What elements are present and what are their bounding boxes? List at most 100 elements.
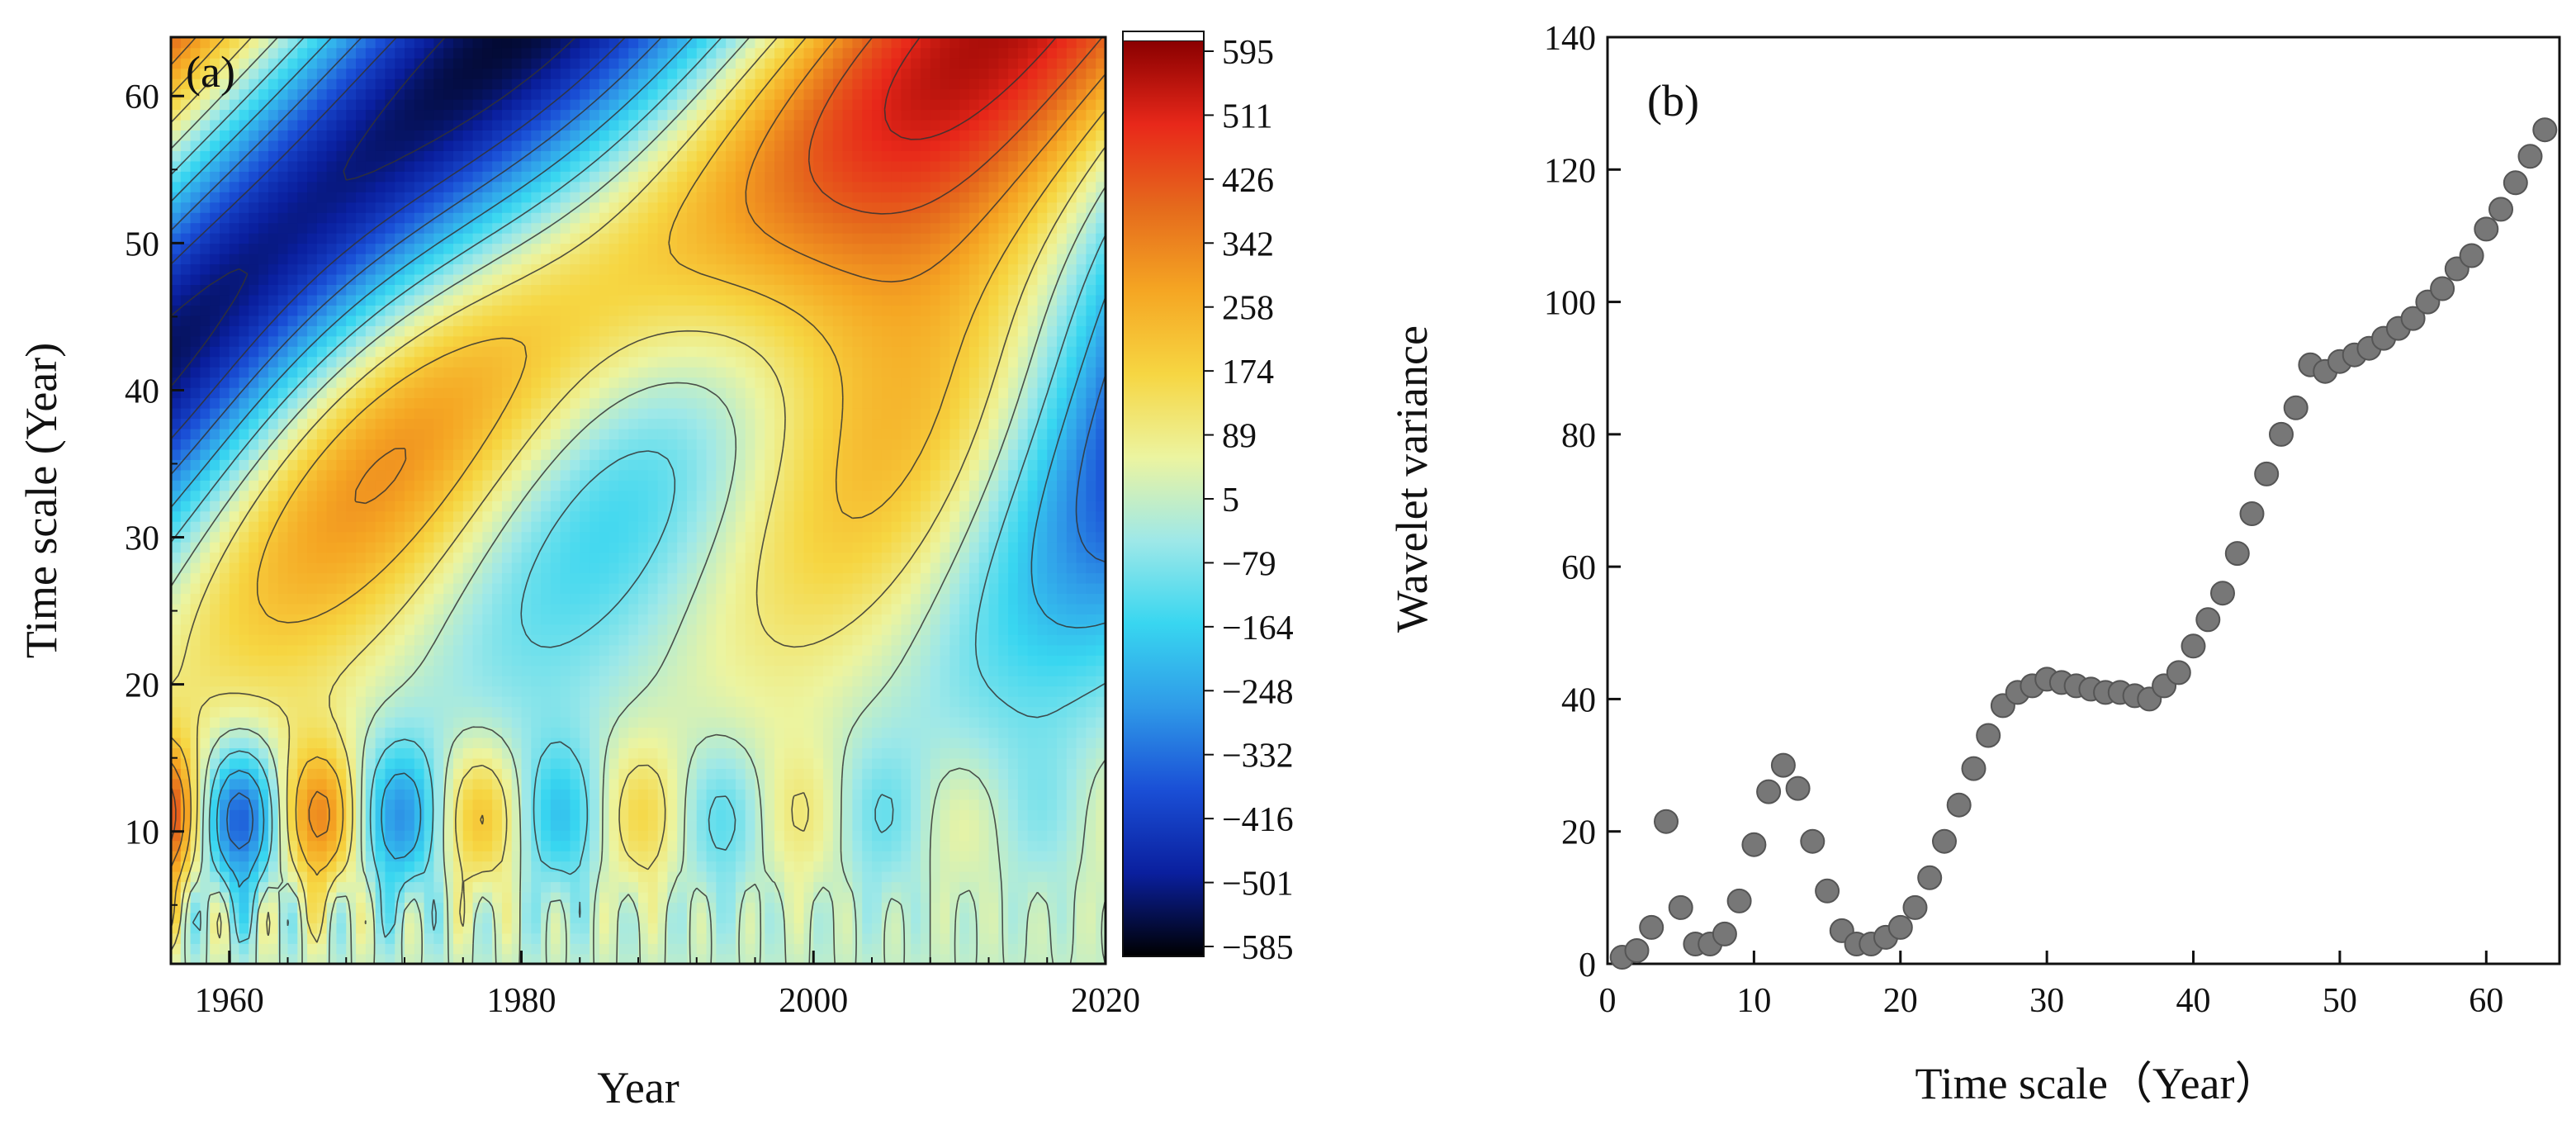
heatmap-cell	[677, 459, 688, 471]
heatmap-cell	[988, 923, 1000, 934]
heatmap-cell	[550, 572, 561, 584]
heatmap-cell	[823, 562, 834, 574]
heatmap-cell	[1076, 552, 1087, 563]
heatmap-cell	[336, 757, 348, 769]
heatmap-cell	[472, 850, 484, 862]
heatmap-cell	[638, 572, 649, 584]
heatmap-cell	[580, 829, 590, 842]
heatmap-cell	[210, 953, 220, 964]
heatmap-cell	[998, 789, 1009, 800]
heatmap-cell	[239, 891, 250, 903]
heatmap-cell	[628, 861, 639, 872]
heatmap-cell	[842, 459, 854, 471]
heatmap-cell	[171, 541, 182, 553]
heatmap-cell	[716, 747, 727, 759]
heatmap-cell	[978, 655, 990, 666]
heatmap-cell	[735, 943, 746, 955]
heatmap-cell	[978, 953, 990, 964]
heatmap-cell	[647, 603, 659, 614]
heatmap-cell	[823, 789, 834, 800]
heatmap-cell	[365, 943, 376, 955]
heatmap-cell	[852, 655, 864, 666]
heatmap-cell	[832, 757, 844, 769]
heatmap-cell	[316, 603, 328, 614]
heatmap-cell	[823, 490, 834, 501]
heatmap-cell	[1037, 439, 1049, 450]
heatmap-cell	[803, 829, 815, 842]
heatmap-cell	[210, 778, 220, 790]
heatmap-cell	[1086, 490, 1097, 501]
heatmap-cell	[901, 840, 912, 851]
heatmap-cell	[249, 778, 259, 790]
heatmap-cell	[249, 685, 259, 697]
heatmap-cell	[745, 552, 756, 563]
heatmap-cell	[959, 850, 970, 862]
heatmap-cell	[677, 655, 688, 666]
heatmap-cell	[891, 562, 902, 574]
heatmap-cell	[365, 757, 376, 769]
heatmap-cell	[803, 624, 815, 635]
heatmap-cell	[1017, 685, 1029, 697]
heatmap-cell	[842, 912, 854, 923]
heatmap-cell	[667, 624, 678, 635]
heatmap-cell	[395, 675, 405, 687]
heatmap-cell	[842, 716, 854, 728]
heatmap-cell	[755, 809, 766, 821]
heatmap-cell	[316, 531, 328, 543]
heatmap-cell	[462, 912, 474, 923]
heatmap-cell	[482, 614, 493, 625]
heatmap-cell	[755, 490, 766, 501]
heatmap-cell	[521, 809, 533, 821]
heatmap-cell	[852, 459, 864, 471]
heatmap-cell	[706, 439, 717, 450]
heatmap-cell	[677, 428, 688, 439]
heatmap-cell	[452, 819, 464, 831]
heatmap-cell	[784, 552, 795, 563]
heatmap-cell	[472, 531, 484, 543]
heatmap-cell	[793, 829, 805, 842]
heatmap-cell	[677, 572, 688, 584]
heatmap-cell	[726, 634, 736, 646]
heatmap-cell	[628, 789, 639, 800]
heatmap-cell	[452, 603, 464, 614]
heatmap-cell	[452, 778, 464, 790]
heatmap-cell	[1017, 582, 1029, 594]
heatmap-cell	[375, 552, 386, 563]
heatmap-cell	[336, 799, 348, 810]
heatmap-cell	[590, 706, 600, 718]
heatmap-cell	[755, 541, 766, 553]
heatmap-cell	[190, 861, 201, 872]
heatmap-cell	[472, 953, 484, 964]
heatmap-cell	[901, 716, 912, 728]
heatmap-cell	[316, 490, 328, 501]
heatmap-cell	[638, 500, 649, 512]
heatmap-cell	[793, 624, 805, 635]
heatmap-cell	[395, 789, 405, 800]
heatmap-cell	[735, 520, 746, 533]
heatmap-cell	[219, 510, 230, 522]
heatmap-cell	[716, 603, 727, 614]
heatmap-cell	[482, 572, 493, 584]
heatmap-cell	[852, 757, 864, 769]
heatmap-cell	[570, 614, 581, 625]
heatmap-cell	[580, 520, 590, 533]
heatmap-cell	[307, 634, 318, 646]
heatmap-cell	[1037, 850, 1049, 862]
heatmap-cell	[258, 634, 269, 646]
heatmap-cell	[258, 716, 269, 728]
heatmap-cell	[862, 520, 873, 533]
heatmap-cell	[940, 757, 951, 769]
heatmap-cell	[472, 716, 484, 728]
heatmap-cell	[316, 819, 328, 831]
heatmap-cell	[628, 881, 639, 893]
heatmap-cell	[511, 552, 523, 563]
heatmap-cell	[229, 881, 240, 893]
heatmap-cell	[200, 541, 211, 553]
heatmap-cell	[1066, 829, 1077, 842]
heatmap-cell	[1027, 480, 1039, 491]
heatmap-cell	[190, 932, 201, 944]
heatmap-cell	[930, 768, 941, 780]
heatmap-cell	[930, 799, 941, 810]
heatmap-cell	[667, 829, 678, 842]
heatmap-cell	[1027, 706, 1039, 718]
